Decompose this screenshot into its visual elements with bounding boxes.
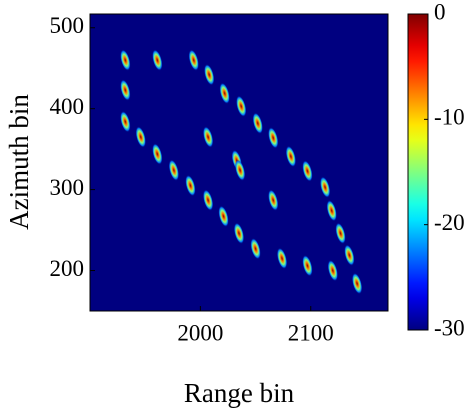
target-peak: [202, 189, 214, 211]
colorbar-tick-label: 0: [434, 0, 446, 24]
target-peak: [120, 110, 131, 133]
colorbar-tick-label: -30: [434, 315, 465, 340]
y-tick-label: 200: [50, 256, 85, 281]
target-peak: [252, 112, 263, 134]
colorbar-tick-label: -20: [434, 210, 465, 235]
target-peak: [152, 143, 163, 165]
target-peak: [276, 247, 288, 270]
target-peak: [120, 79, 131, 101]
target-peak: [285, 145, 297, 168]
x-tick-label: 2000: [177, 320, 223, 345]
target-peak: [327, 259, 339, 282]
target-peak: [188, 49, 199, 71]
target-peak: [219, 82, 230, 104]
target-peak: [168, 159, 180, 181]
target-peak: [335, 222, 346, 244]
target-peak: [185, 174, 196, 197]
target-peak: [351, 272, 363, 295]
target-peak: [135, 126, 146, 148]
target-peak: [250, 237, 261, 260]
y-axis-label: Azimuth bin: [4, 94, 34, 230]
colorbar: [407, 13, 429, 331]
plot-frame: [89, 13, 389, 312]
target-peak: [268, 127, 279, 149]
target-peak: [236, 95, 247, 117]
y-tick-label: 300: [50, 175, 85, 200]
target-peak: [319, 176, 331, 198]
target-peak: [233, 222, 245, 244]
x-tick-label: 2100: [288, 320, 334, 345]
colorbar-tick-label: -10: [434, 105, 465, 130]
y-tick-label: 400: [50, 94, 85, 119]
target-peak: [218, 205, 229, 228]
y-tick-label: 500: [50, 13, 85, 38]
target-peak: [152, 49, 163, 71]
target-peak: [344, 244, 355, 266]
target-peak: [268, 189, 279, 211]
target-peak: [326, 199, 337, 222]
x-axis-label: Range bin: [184, 378, 295, 408]
target-peak: [202, 126, 214, 148]
target-peak: [302, 254, 313, 277]
target-peak: [302, 160, 313, 182]
target-peak: [204, 64, 215, 86]
target-peak: [120, 49, 131, 71]
target-peak: [234, 159, 246, 181]
